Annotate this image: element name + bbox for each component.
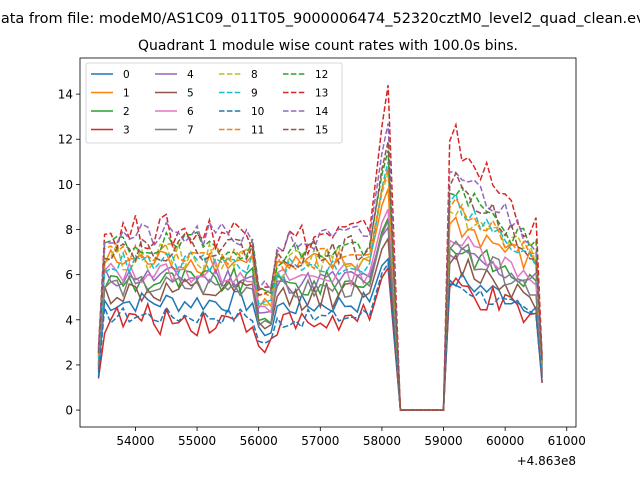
legend-label-3: 3 <box>123 125 130 137</box>
series-line-0 <box>97 257 543 411</box>
y-tick-label: 14 <box>58 88 73 102</box>
y-tick-label: 12 <box>58 133 73 147</box>
x-tick-label: 61000 <box>548 434 586 448</box>
legend-label-14: 14 <box>315 106 329 118</box>
chart-suptitle: Data from file: modeM0/AS1C09_011T05_900… <box>0 11 640 27</box>
x-axis: 54000 55000 56000 57000 58000 59000 60000 61000 <box>116 427 586 448</box>
legend-label-7: 7 <box>187 125 194 137</box>
legend-label-4: 4 <box>187 69 194 81</box>
legend-frame <box>85 62 343 144</box>
legend-label-2: 2 <box>123 106 130 118</box>
series-line-7 <box>97 220 543 411</box>
legend-label-8: 8 <box>251 69 258 81</box>
y-tick-label: 4 <box>65 313 73 327</box>
y-tick-label: 8 <box>65 223 73 237</box>
x-offset-label: +4.863e8 <box>517 454 576 468</box>
legend-label-0: 0 <box>123 69 130 81</box>
legend-label-9: 9 <box>251 88 258 100</box>
series-line-4 <box>97 225 543 411</box>
plot-frame <box>79 57 577 428</box>
series-line-5 <box>97 236 543 411</box>
legend-label-15: 15 <box>315 125 328 137</box>
chart-title: Quadrant 1 module wise count rates with … <box>138 38 518 54</box>
y-tick-label: 2 <box>65 358 73 372</box>
legend-label-1: 1 <box>123 88 130 100</box>
x-tick-label: 56000 <box>240 434 278 448</box>
x-tick-label: 55000 <box>178 434 216 448</box>
y-tick-label: 10 <box>58 178 73 192</box>
series-line-14 <box>97 123 543 411</box>
x-tick-label: 54000 <box>116 434 154 448</box>
legend-label-11: 11 <box>251 125 264 137</box>
legend-label-13: 13 <box>315 88 328 100</box>
series-lines <box>97 84 543 411</box>
legend-label-5: 5 <box>187 88 194 100</box>
x-tick-label: 57000 <box>301 434 339 448</box>
series-line-12 <box>97 150 543 411</box>
series-line-3 <box>97 265 543 411</box>
x-tick-label: 58000 <box>363 434 401 448</box>
legend-label-12: 12 <box>315 69 328 81</box>
y-tick-label: 6 <box>65 268 73 282</box>
series-line-8 <box>97 172 543 411</box>
y-axis: 0 2 4 6 8 10 12 14 <box>58 88 80 418</box>
legend-label-6: 6 <box>187 106 194 118</box>
x-tick-label: 60000 <box>486 434 524 448</box>
x-tick-label: 59000 <box>424 434 462 448</box>
y-tick-label: 0 <box>65 404 73 418</box>
series-line-13 <box>97 84 543 411</box>
series-line-10 <box>97 261 543 411</box>
series-line-15 <box>97 141 543 411</box>
legend-label-10: 10 <box>251 106 264 118</box>
series-line-2 <box>97 217 543 411</box>
